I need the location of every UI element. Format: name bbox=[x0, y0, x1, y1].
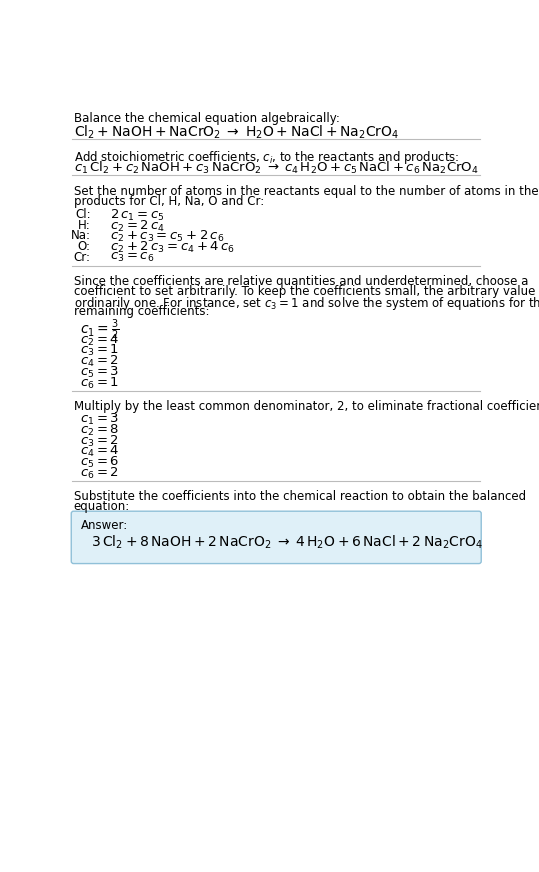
Text: $c_2 + c_3 = c_5 + 2\,c_6$: $c_2 + c_3 = c_5 + 2\,c_6$ bbox=[110, 229, 225, 244]
Text: $c_1 = 3$: $c_1 = 3$ bbox=[80, 412, 119, 427]
Text: $c_2 = 4$: $c_2 = 4$ bbox=[80, 332, 119, 348]
Text: $2\,c_1 = c_5$: $2\,c_1 = c_5$ bbox=[110, 208, 165, 223]
Text: ordinarily one. For instance, set $c_3 = 1$ and solve the system of equations fo: ordinarily one. For instance, set $c_3 =… bbox=[74, 295, 539, 312]
Text: remaining coefficients:: remaining coefficients: bbox=[74, 305, 209, 317]
Text: Na:: Na: bbox=[71, 229, 91, 242]
Text: $c_2 = 2\,c_4$: $c_2 = 2\,c_4$ bbox=[110, 219, 165, 234]
Text: $c_5 = 3$: $c_5 = 3$ bbox=[80, 364, 119, 380]
Text: $c_1 = \frac{3}{2}$: $c_1 = \frac{3}{2}$ bbox=[80, 317, 119, 342]
Text: $c_3 = c_6$: $c_3 = c_6$ bbox=[110, 251, 154, 264]
Text: $c_3 = 2$: $c_3 = 2$ bbox=[80, 433, 119, 448]
Text: $c_1\,\mathrm{Cl_2} + c_2\,\mathrm{NaOH} + c_3\,\mathrm{NaCrO_2} \;\rightarrow\;: $c_1\,\mathrm{Cl_2} + c_2\,\mathrm{NaOH}… bbox=[74, 160, 478, 176]
Text: Add stoichiometric coefficients, $c_i$, to the reactants and products:: Add stoichiometric coefficients, $c_i$, … bbox=[74, 148, 459, 166]
Text: Since the coefficients are relative quantities and underdetermined, choose a: Since the coefficients are relative quan… bbox=[74, 275, 528, 288]
Text: Set the number of atoms in the reactants equal to the number of atoms in the: Set the number of atoms in the reactants… bbox=[74, 185, 538, 198]
Text: $c_6 = 1$: $c_6 = 1$ bbox=[80, 376, 119, 391]
Text: $c_2 = 8$: $c_2 = 8$ bbox=[80, 423, 119, 438]
Text: $\mathrm{Cl_2 + NaOH + NaCrO_2} \;\rightarrow\; \mathrm{H_2O + NaCl + Na_2CrO_4}: $\mathrm{Cl_2 + NaOH + NaCrO_2} \;\right… bbox=[74, 124, 399, 141]
FancyBboxPatch shape bbox=[71, 511, 481, 563]
Text: $3\,\mathrm{Cl_2} + 8\,\mathrm{NaOH} + 2\,\mathrm{NaCrO_2} \;\rightarrow\; 4\,\m: $3\,\mathrm{Cl_2} + 8\,\mathrm{NaOH} + 2… bbox=[91, 534, 482, 551]
Text: $c_5 = 6$: $c_5 = 6$ bbox=[80, 455, 119, 470]
Text: $c_2 + 2\,c_3 = c_4 + 4\,c_6$: $c_2 + 2\,c_3 = c_4 + 4\,c_6$ bbox=[110, 240, 235, 255]
Text: Cl:: Cl: bbox=[75, 208, 91, 221]
Text: Cr:: Cr: bbox=[74, 251, 91, 264]
Text: $c_3 = 1$: $c_3 = 1$ bbox=[80, 344, 119, 358]
Text: $c_6 = 2$: $c_6 = 2$ bbox=[80, 466, 119, 480]
Text: Answer:: Answer: bbox=[81, 519, 129, 532]
Text: $c_4 = 2$: $c_4 = 2$ bbox=[80, 354, 119, 369]
Text: Balance the chemical equation algebraically:: Balance the chemical equation algebraica… bbox=[74, 112, 340, 126]
Text: H:: H: bbox=[78, 219, 91, 232]
Text: coefficient to set arbitrarily. To keep the coefficients small, the arbitrary va: coefficient to set arbitrarily. To keep … bbox=[74, 285, 539, 298]
Text: $c_4 = 4$: $c_4 = 4$ bbox=[80, 444, 119, 460]
Text: Substitute the coefficients into the chemical reaction to obtain the balanced: Substitute the coefficients into the che… bbox=[74, 490, 526, 503]
Text: Multiply by the least common denominator, 2, to eliminate fractional coefficient: Multiply by the least common denominator… bbox=[74, 400, 539, 413]
Text: equation:: equation: bbox=[74, 501, 130, 514]
Text: O:: O: bbox=[78, 240, 91, 253]
Text: products for Cl, H, Na, O and Cr:: products for Cl, H, Na, O and Cr: bbox=[74, 194, 264, 208]
